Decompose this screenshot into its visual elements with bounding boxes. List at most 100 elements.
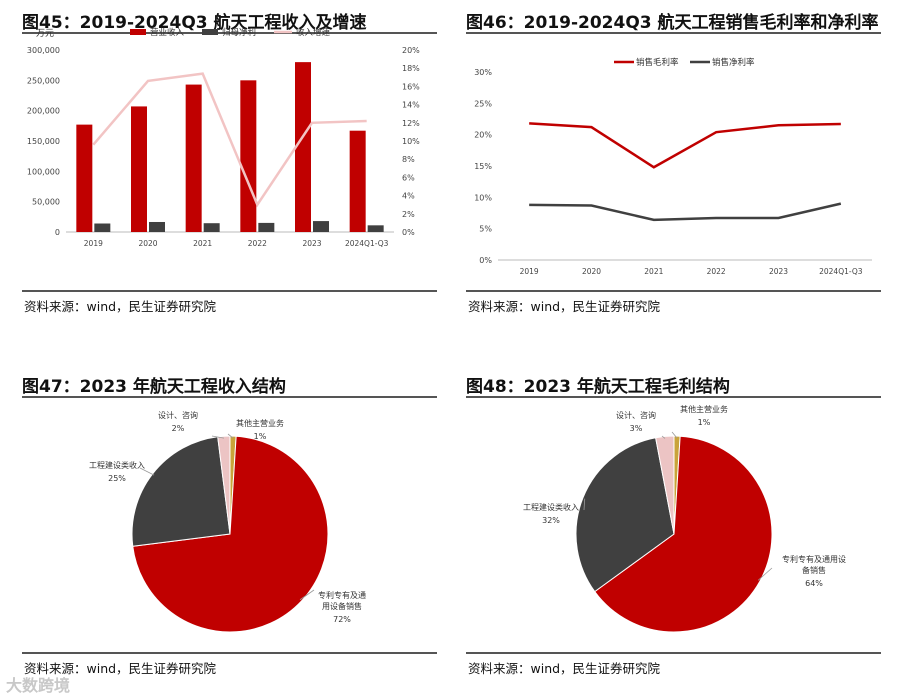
y-tick-label: 20% (474, 131, 492, 140)
panel-revenue: 图45：2019-2024Q3 航天工程收入及增速 万元 0 50,000 100,0… (22, 8, 437, 328)
leader-line (211, 435, 225, 439)
legend-swatch (202, 29, 218, 35)
y2-tick-label: 2% (402, 210, 415, 219)
x-tick-label: 2022 (248, 239, 267, 248)
title-rule (466, 396, 881, 398)
x-tick-label: 2023 (769, 267, 788, 276)
slice-label: 设计、咨询 (616, 410, 656, 420)
panel-title: 图45：2019-2024Q3 航天工程收入及增速 (22, 13, 367, 33)
leader-line (139, 467, 155, 476)
y2-tick-label: 0% (402, 228, 415, 237)
slice-label: 其他主营业务 (680, 404, 728, 414)
revenue-chart: 万元 0 50,000 100,000 150,000 200,000 250,000 300… (27, 27, 420, 248)
source-note: 资料来源：wind，民生证券研究院 (468, 299, 661, 314)
slice-percent: 3% (630, 424, 643, 433)
slice-label: 备销售 (802, 565, 826, 575)
bar-revenue (76, 124, 93, 232)
x-tick-label: 2021 (193, 239, 212, 248)
title-rule (466, 32, 881, 34)
y2-tick-label: 8% (402, 155, 415, 164)
title-rule (22, 32, 437, 34)
line-revenue-growth (92, 72, 367, 208)
slice-percent: 25% (108, 474, 126, 483)
title-rule (22, 396, 437, 398)
leader-line (227, 433, 234, 439)
y2-tick-label: 18% (402, 64, 420, 73)
bar-revenue (131, 106, 147, 232)
bar-revenue (240, 80, 257, 232)
bar-net-profit (367, 225, 384, 232)
pie-slice (131, 436, 231, 547)
y-tick-label: 15% (474, 162, 492, 171)
y-tick-label: 100,000 (27, 167, 60, 176)
y-tick-label: 0% (479, 256, 492, 265)
panel-profit-structure: 图48：2023 年航天工程毛利结构 专利专有及通用设 备销售 64% 工程建设类收入… (466, 372, 881, 682)
slice-percent: 64% (805, 579, 823, 588)
legend-label: 归母净利 (222, 27, 256, 38)
legend-label: 销售净利率 (712, 57, 755, 68)
leader-line (583, 498, 586, 511)
leader-line (661, 435, 666, 439)
bar-revenue (295, 62, 311, 232)
slice-label: 工程建设类收入 (523, 502, 579, 512)
pie-slice (655, 435, 675, 535)
y2-tick-label: 20% (402, 46, 420, 55)
x-tick-label: 2023 (302, 239, 321, 248)
leader-line (757, 567, 773, 581)
slice-percent: 1% (698, 418, 711, 427)
slice-percent: 72% (333, 615, 351, 624)
source-rule (22, 290, 437, 292)
x-tick-label: 2024Q1-Q3 (345, 239, 389, 248)
panel-revenue-structure: 图47：2023 年航天工程收入结构 专利专有及通 用设备销售 72% 工程建设类收入… (22, 372, 437, 682)
y-tick-label: 5% (479, 225, 492, 234)
y-tick-label: 300,000 (27, 46, 60, 55)
bar-net-profit (313, 221, 329, 232)
source-rule (22, 652, 437, 654)
slice-label: 其他主营业务 (236, 418, 284, 428)
bar-net-profit (203, 223, 220, 232)
leader-line (299, 589, 315, 601)
y2-tick-label: 14% (402, 101, 420, 110)
line-net-margin (529, 202, 842, 222)
pie-slice (594, 435, 773, 633)
y-axis-unit: 万元 (36, 29, 54, 39)
y2-tick-label: 12% (402, 119, 420, 128)
legend-swatch (130, 29, 146, 35)
x-tick-label: 2020 (582, 267, 601, 276)
bar-revenue (349, 130, 366, 232)
x-tick-label: 2022 (707, 267, 726, 276)
panel-title: 图46：2019-2024Q3 航天工程销售毛利率和净利率 (466, 13, 879, 33)
y-tick-label: 0 (55, 228, 60, 237)
margin-chart: 0% 5% 10% 15% 20% 25% 30% 2019 2020 2021 2022 2023 2… (474, 57, 872, 276)
panel-title: 图47：2023 年航天工程收入结构 (22, 377, 286, 397)
slice-label: 工程建设类收入 (89, 460, 145, 470)
watermark-text: 大数跨境 (6, 676, 71, 695)
source-note: 资料来源：wind，民生证券研究院 (468, 661, 661, 676)
slice-label: 设计、咨询 (158, 410, 198, 420)
slice-label: 专利专有及通用设 (782, 554, 846, 564)
panel-margins: 图46：2019-2024Q3 航天工程销售毛利率和净利率 0% 5% 10% 15%… (466, 8, 881, 328)
y-tick-label: 25% (474, 99, 492, 108)
legend-label: 收入增速 (296, 27, 331, 38)
leader-line (671, 431, 678, 439)
legend-label: 销售毛利率 (636, 57, 679, 68)
x-tick-label: 2019 (84, 239, 103, 248)
y2-tick-label: 16% (402, 82, 420, 91)
y2-tick-label: 10% (402, 137, 420, 146)
source-note: 资料来源：wind，民生证券研究院 (24, 661, 217, 676)
pie-slice (575, 437, 675, 593)
line-gross-margin (529, 122, 841, 169)
source-rule (466, 290, 881, 292)
slice-percent: 2% (172, 424, 185, 433)
bar-revenue (185, 84, 202, 232)
slice-percent: 1% (254, 432, 267, 441)
slice-label: 专利专有及通 (318, 590, 366, 600)
y-tick-label: 50,000 (32, 198, 60, 207)
x-tick-label: 2019 (520, 267, 539, 276)
y-tick-label: 150,000 (27, 137, 60, 146)
y-tick-label: 200,000 (27, 107, 60, 116)
legend-label: 营业收入 (150, 27, 185, 38)
bar-net-profit (94, 223, 111, 232)
